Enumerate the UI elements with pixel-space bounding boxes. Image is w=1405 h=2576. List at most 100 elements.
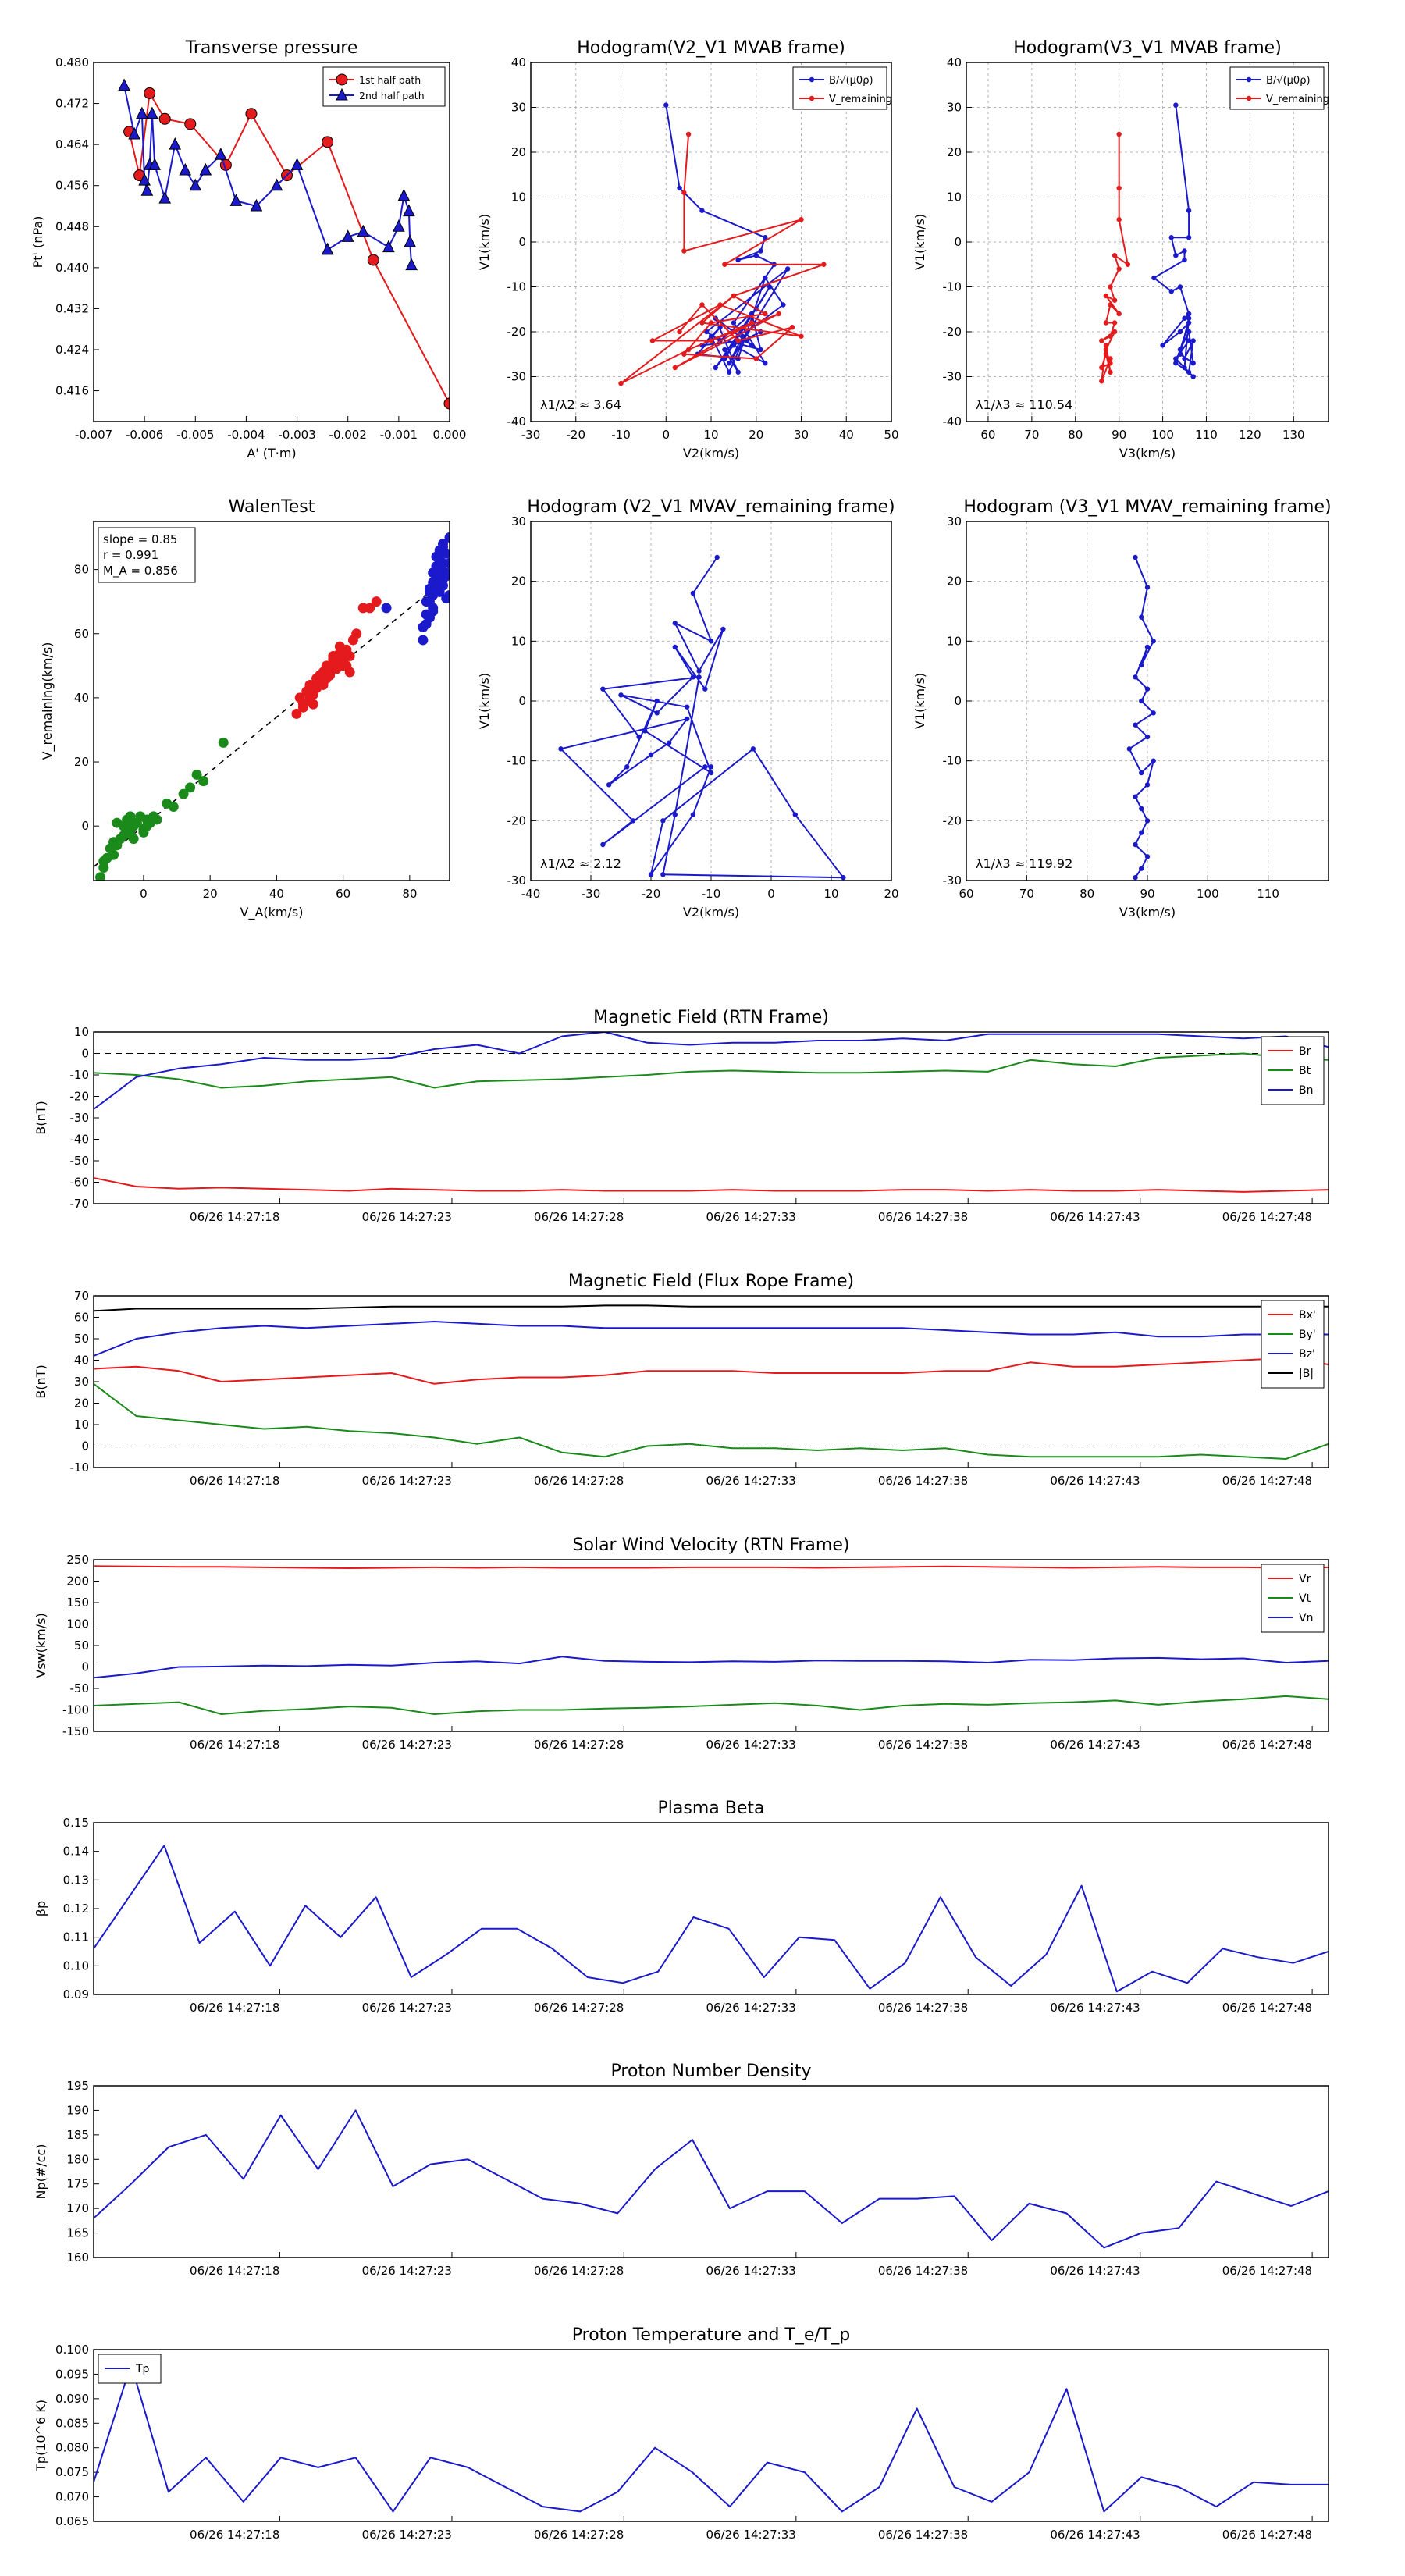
- x-tick-label: -0.003: [278, 428, 315, 442]
- y-tick-label: 0: [81, 819, 89, 833]
- y-axis-label: Np(#/cc): [34, 2144, 48, 2200]
- y-tick-label: 0.090: [55, 2392, 89, 2406]
- time-tick-label: 06/26 14:27:28: [534, 1738, 624, 1752]
- y-tick-label: 0.09: [63, 1987, 89, 2001]
- y-tick-label: -10: [507, 754, 527, 768]
- data-point: [702, 686, 708, 692]
- chart-vsw: Solar Wind Velocity (RTN Frame) -150 -100 -…: [34, 1535, 1329, 1752]
- legend-label: Bx': [1299, 1309, 1316, 1322]
- data-point: [750, 746, 756, 752]
- time-tick-label: 06/26 14:27:28: [534, 1210, 624, 1224]
- data-point: [1103, 293, 1109, 299]
- data-point: [148, 158, 161, 170]
- legend-label: V_remaining: [1266, 94, 1329, 105]
- y-axis-label: Pt' (nPa): [30, 216, 45, 269]
- data-point: [1144, 782, 1151, 788]
- data-point: [1116, 217, 1122, 222]
- data-point: [1177, 351, 1183, 357]
- data-point: [740, 333, 745, 339]
- legend-marker: [809, 76, 815, 83]
- y-tick-label: -40: [507, 415, 527, 429]
- y-axis-label: V1(km/s): [912, 673, 927, 729]
- y-tick-label: -40: [70, 1133, 90, 1147]
- x-tick-label: -40: [521, 887, 541, 901]
- data-point: [341, 229, 354, 242]
- x-axis-label: V_A(km/s): [240, 905, 304, 920]
- plot-frame: [93, 1822, 1329, 1995]
- legend-label: B/√(μ0ρ): [1266, 75, 1311, 87]
- x-tick-label: 40: [839, 428, 854, 442]
- time-tick-label: 06/26 14:27:48: [1222, 2264, 1312, 2278]
- chart-walen: WalenTest 0 20 40 60 80 0 20 40 60 80 slope = 0.85 r…: [40, 497, 450, 920]
- y-tick-label: 0.10: [63, 1959, 89, 1973]
- y-tick-label: 20: [947, 575, 962, 589]
- data-point: [1144, 734, 1151, 740]
- data-point: [1144, 686, 1151, 692]
- data-point: [158, 191, 172, 204]
- scatter-point: [308, 689, 318, 700]
- data-point: [322, 136, 334, 148]
- y-tick-label: -150: [62, 1724, 89, 1738]
- eigen-ratio: λ1/λ2 ≈ 2.12: [540, 856, 621, 871]
- data-point: [1186, 320, 1192, 326]
- y-tick-label: 60: [74, 627, 89, 641]
- scatter-point: [424, 612, 435, 623]
- plot-content: [118, 78, 450, 410]
- scatter-point: [198, 776, 209, 787]
- data-point: [146, 106, 158, 119]
- x-tick-label: -10: [611, 428, 631, 442]
- chart-title: Proton Temperature and T_e/T_p: [572, 2325, 850, 2345]
- legend-label: Vn: [1299, 1612, 1313, 1624]
- y-tick-label: -10: [943, 280, 962, 294]
- data-point: [250, 198, 263, 212]
- data-point: [677, 329, 682, 335]
- x-tick-label: 30: [794, 428, 809, 442]
- data-point: [290, 158, 304, 170]
- x-tick-label: -0.005: [176, 428, 214, 442]
- data-point: [624, 764, 630, 770]
- y-tick-label: 20: [74, 1397, 89, 1411]
- data-point: [245, 108, 258, 120]
- series-line-Np: [94, 2109, 1329, 2249]
- data-point: [654, 698, 660, 704]
- data-point: [735, 257, 741, 263]
- scatter-point: [418, 622, 429, 633]
- data-point: [648, 752, 654, 758]
- data-point: [735, 338, 741, 343]
- time-tick-label: 06/26 14:27:38: [878, 1210, 968, 1224]
- x-tick-label: 120: [1239, 428, 1261, 442]
- data-point: [649, 338, 656, 343]
- data-point: [270, 178, 283, 191]
- data-point: [758, 248, 763, 254]
- data-point: [685, 704, 690, 710]
- y-tick-label: -30: [507, 873, 527, 888]
- y-tick-label: -100: [62, 1703, 89, 1717]
- time-tick-label: 06/26 14:27:23: [362, 1738, 452, 1752]
- time-tick-label: 06/26 14:27:33: [706, 1738, 795, 1752]
- data-point: [1103, 320, 1109, 326]
- y-tick-label: 160: [66, 2250, 89, 2265]
- data-point: [1108, 333, 1113, 339]
- x-tick-label: 100: [1151, 428, 1174, 442]
- data-point: [1177, 284, 1183, 290]
- y-tick-label: 170: [66, 2201, 89, 2215]
- data-point: [699, 320, 705, 326]
- data-point: [696, 674, 702, 680]
- time-tick-label: 06/26 14:27:48: [1222, 2001, 1312, 2015]
- x-tick-label: 80: [1068, 428, 1083, 442]
- scatter-point: [128, 834, 139, 845]
- y-tick-label: 30: [947, 514, 962, 528]
- time-tick-label: 06/26 14:27:33: [706, 2264, 795, 2278]
- time-tick-label: 06/26 14:27:43: [1050, 2528, 1140, 2542]
- data-point: [696, 668, 702, 674]
- chart-title: Plasma Beta: [658, 1799, 765, 1818]
- y-tick-label: 250: [66, 1553, 89, 1567]
- data-point: [1103, 351, 1109, 357]
- chart-beta: Plasma Beta 0.09 0.10 0.11 0.12 0.13 0.14 0.15 0…: [34, 1799, 1329, 2015]
- scatter-point: [341, 660, 352, 671]
- x-tick-label: 0: [767, 887, 775, 901]
- data-point: [136, 106, 148, 119]
- data-point: [708, 320, 714, 326]
- scatter-point: [191, 769, 202, 780]
- data-point: [1139, 830, 1144, 835]
